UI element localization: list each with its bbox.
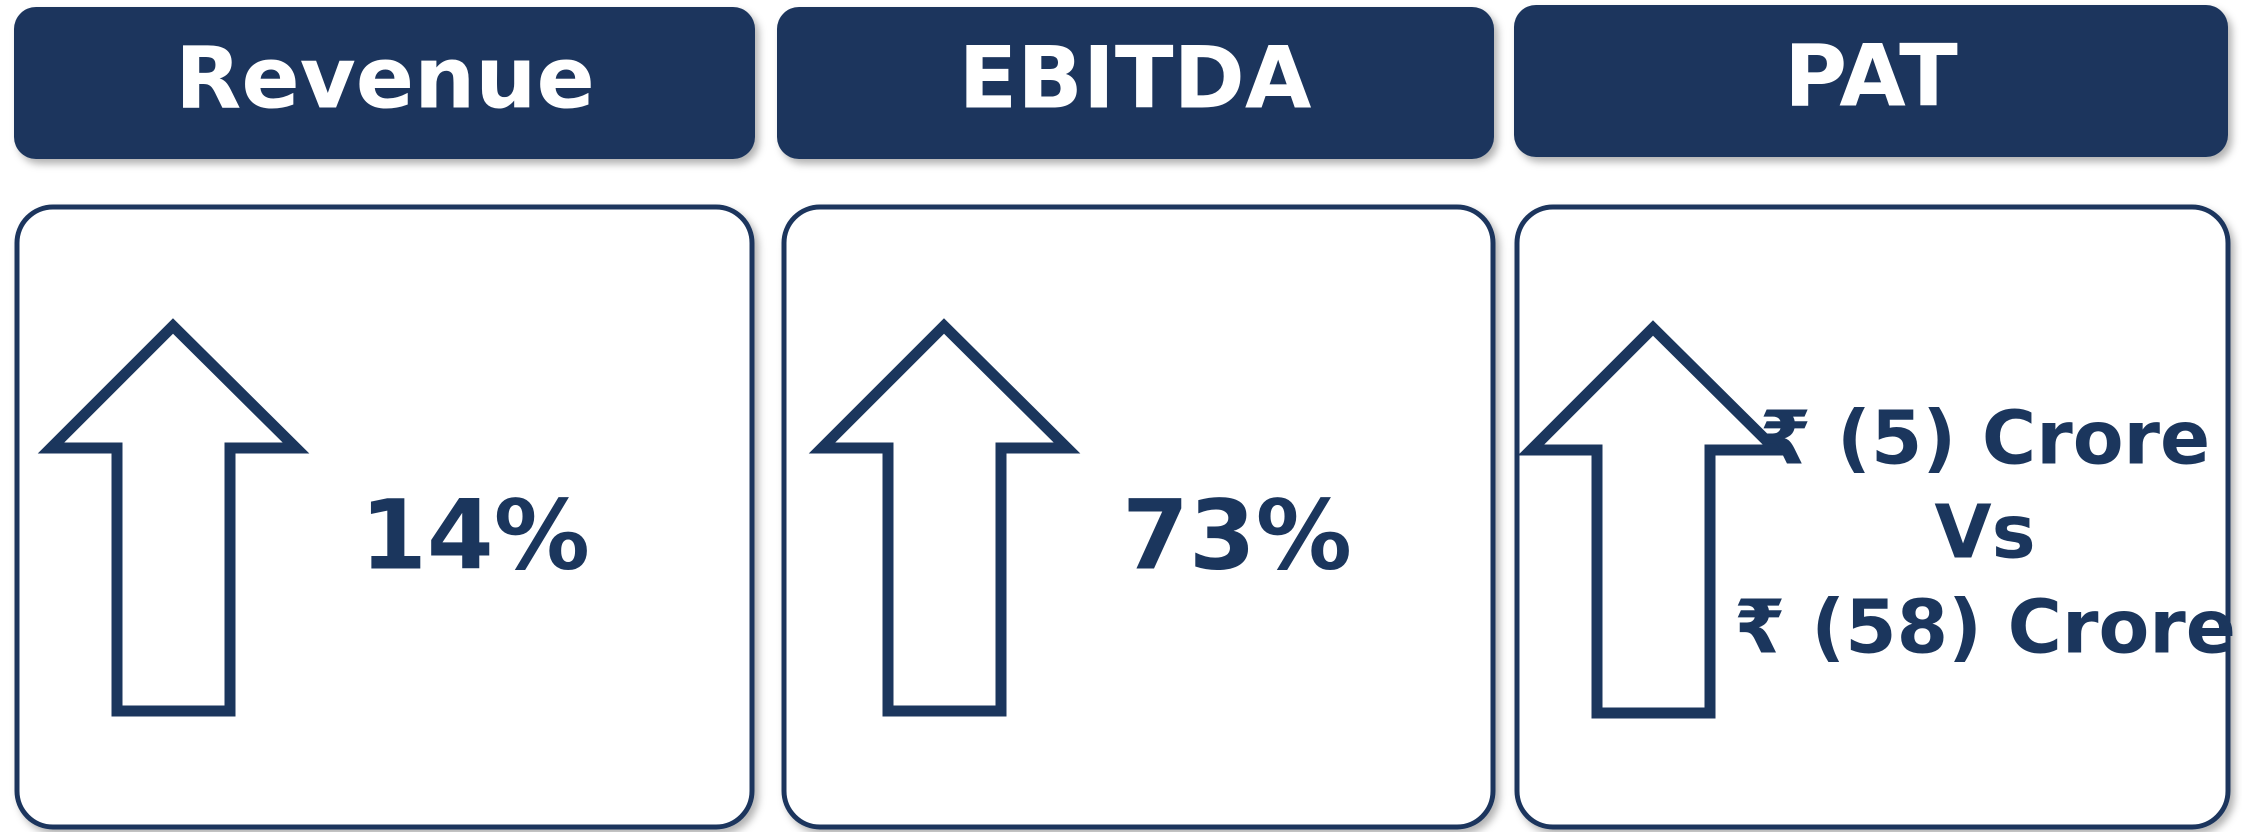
up-arrow xyxy=(808,318,1081,717)
up-arrow xyxy=(1517,320,1790,719)
value: 73% xyxy=(1122,479,1352,591)
header-box xyxy=(777,7,1494,159)
value-line: Vs xyxy=(1934,490,2035,576)
value-line: ₹ (58) Crore xyxy=(1734,585,2236,671)
header-title: EBITDA xyxy=(959,28,1312,128)
value: 14% xyxy=(360,479,590,591)
up-arrow xyxy=(37,318,310,717)
value-line: ₹ (5) Crore xyxy=(1760,396,2210,482)
header-box xyxy=(1514,5,2228,157)
header-title: Revenue xyxy=(175,28,595,128)
header-box xyxy=(14,7,755,159)
header-title: PAT xyxy=(1784,26,1958,126)
